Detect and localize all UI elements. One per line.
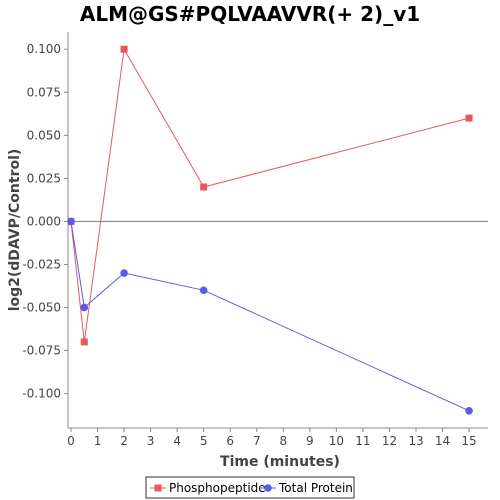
x-axis-title: Time (minutes): [220, 454, 340, 470]
data-point: [120, 45, 128, 53]
y-tick-label: -0.025: [22, 257, 61, 271]
legend-box: [145, 476, 355, 499]
data-point: [200, 183, 208, 191]
x-tick-label: 10: [329, 434, 344, 448]
y-tick-label: 0.075: [27, 85, 61, 99]
y-tick-label: -0.050: [22, 300, 61, 314]
y-tick-label: 0.025: [27, 171, 61, 185]
x-tick-label: 0: [67, 434, 75, 448]
legend: Phosphopeptide Total Protein: [145, 476, 355, 499]
legend-marker-square: [154, 484, 162, 492]
data-point: [465, 406, 473, 415]
y-tick-label: -0.075: [22, 344, 61, 358]
series-line-1: [70, 221, 470, 412]
data-point: [80, 338, 88, 346]
data-point: [120, 269, 128, 277]
x-tick-label: 15: [461, 434, 476, 448]
x-axis: 0 1 2 3 4 5 6 7 8 9 10 11 12 13 14 15: [67, 428, 477, 448]
data-point: [199, 286, 208, 295]
x-tick-label: 8: [279, 434, 287, 448]
x-tick-label: 4: [173, 434, 181, 448]
legend-label: Phosphopeptide: [169, 481, 266, 495]
series-group: [67, 45, 473, 415]
series-line-0: [70, 47, 470, 342]
y-tick-label: 0.050: [27, 128, 61, 142]
data-point: [465, 114, 473, 122]
x-tick-label: 13: [408, 434, 423, 448]
legend-label: Total Protein: [278, 481, 353, 495]
y-tick-label: 0.100: [27, 42, 61, 56]
x-tick-label: 1: [94, 434, 102, 448]
x-tick-label: 3: [147, 434, 155, 448]
x-tick-label: 7: [253, 434, 261, 448]
x-tick-label: 11: [355, 434, 370, 448]
x-tick-label: 9: [306, 434, 314, 448]
legend-marker-circle: [264, 484, 272, 492]
data-point: [80, 303, 89, 312]
x-tick-label: 5: [200, 434, 208, 448]
y-axis-title: log2(dDAVP/Control): [7, 149, 23, 312]
plot-frame: [67, 32, 488, 429]
x-tick-label: 2: [120, 434, 128, 448]
x-tick-label: 12: [382, 434, 397, 448]
x-tick-label: 6: [226, 434, 234, 448]
data-point: [67, 217, 75, 226]
y-tick-label: -0.100: [22, 387, 61, 401]
y-axis: -0.100 -0.075 -0.050 -0.025 0.000 0.025 0.050 0…: [22, 42, 68, 401]
y-tick-label: 0.000: [27, 214, 61, 228]
x-tick-label: 14: [435, 434, 450, 448]
chart-title: ALM@GS#PQLVAAVVR(+ 2)_v1: [79, 2, 421, 26]
